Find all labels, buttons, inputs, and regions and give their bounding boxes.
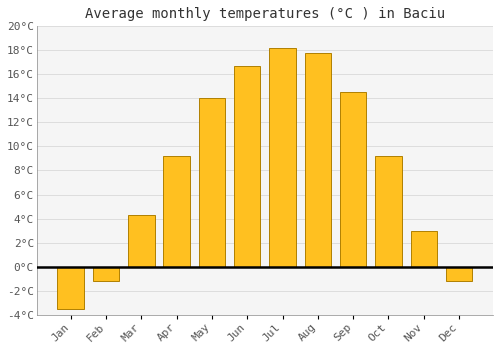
Bar (446, 267, 472, 281)
Bar (270, 48, 296, 267)
Title: Average monthly temperatures (°C ) in Baciu: Average monthly temperatures (°C ) in Ba… (85, 7, 445, 21)
Bar (198, 98, 225, 267)
Bar (164, 156, 190, 267)
Bar (375, 156, 402, 267)
Bar (340, 92, 366, 267)
Bar (410, 231, 437, 267)
Bar (128, 215, 154, 267)
Bar (304, 53, 331, 267)
Bar (58, 267, 84, 309)
Bar (234, 66, 260, 267)
Bar (93, 267, 120, 281)
